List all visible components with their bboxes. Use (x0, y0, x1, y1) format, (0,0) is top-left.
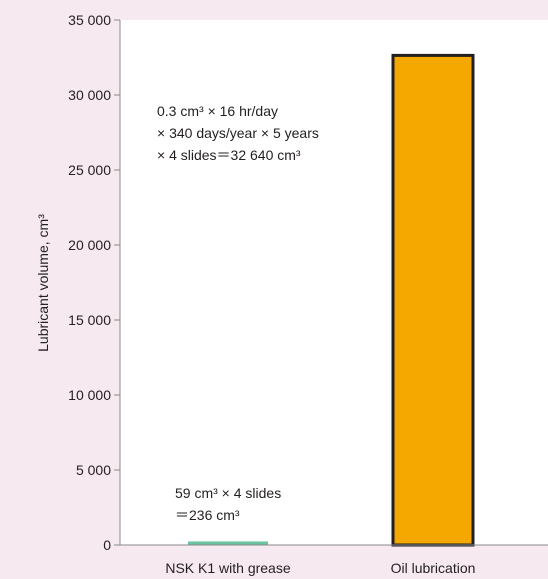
y-tick-label: 5 000 (76, 462, 111, 478)
annotation-k1: 59 cm³ × 4 slides ＝236 cm³ (175, 485, 285, 523)
x-tick-label: NSK K1 with grease (165, 560, 290, 576)
annotation-oil-line-2: × 340 days/year × 5 years (157, 125, 319, 141)
annotation-oil-line-1: 0.3 cm³ × 16 hr/day (157, 103, 278, 119)
y-axis-title: Lubricant volume, cm³ (35, 214, 51, 352)
plot-area (120, 20, 548, 545)
y-tick-label: 30 000 (68, 87, 111, 103)
y-tick-label: 10 000 (68, 387, 111, 403)
y-tick-label: 35 000 (68, 12, 111, 28)
annotation-k1-line-2: ＝236 cm³ (175, 507, 240, 523)
bar (188, 541, 268, 545)
y-ticks: 0 5 000 10 000 15 000 20 000 25 000 30 000 35 0… (68, 12, 120, 553)
bar (391, 53, 475, 547)
y-tick-label: 0 (103, 537, 111, 553)
annotation-k1-line-1: 59 cm³ × 4 slides (175, 485, 281, 501)
y-tick-label: 20 000 (68, 237, 111, 253)
annotation-oil: 0.3 cm³ × 16 hr/day × 340 days/year × 5 … (157, 103, 323, 163)
y-tick-label: 15 000 (68, 312, 111, 328)
x-tick-label: Oil lubrication (391, 560, 476, 576)
y-tick-label: 25 000 (68, 162, 111, 178)
annotation-oil-line-3: × 4 slides＝32 640 cm³ (157, 147, 301, 163)
x-tick-labels: NSK K1 with grease Oil lubrication (165, 560, 475, 576)
